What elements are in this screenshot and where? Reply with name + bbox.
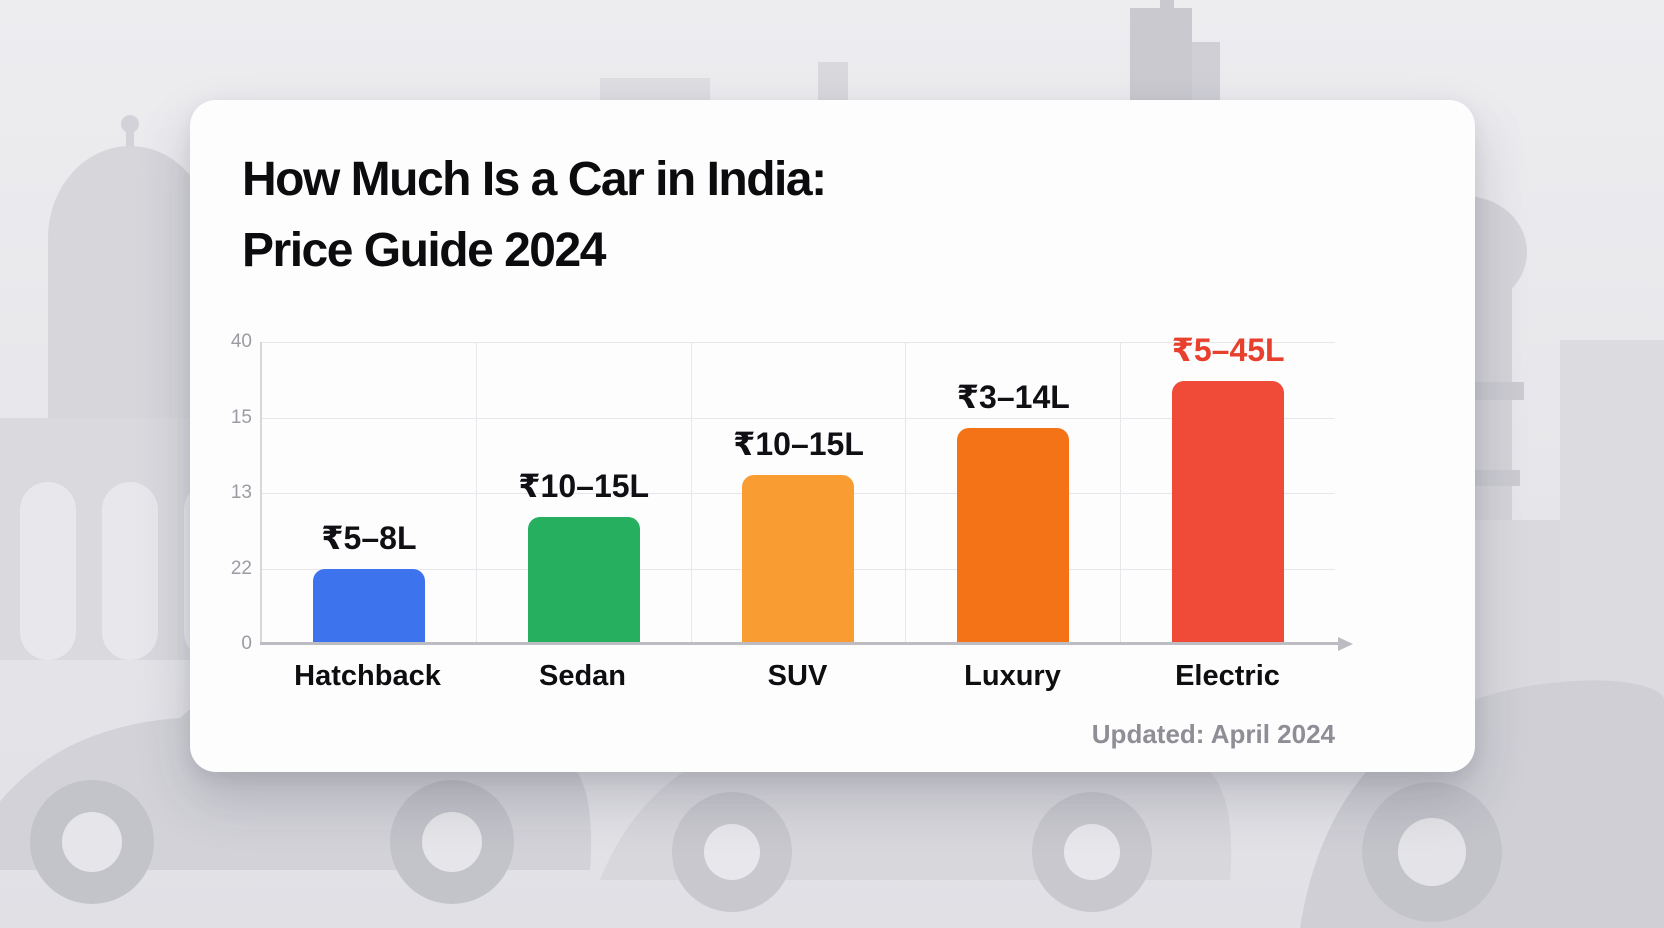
category-label-suv: SUV [767, 660, 828, 692]
x-axis-labels: Hatchback Sedan SUV Luxury Electric [260, 660, 1335, 693]
gridline [262, 417, 1335, 419]
price-label-sedan: ₹10–15L [518, 468, 650, 505]
plot-area: ₹5–8L ₹10–15L ₹10–15L ₹3–14L ₹5–45L [260, 332, 1353, 651]
bar-column-hatchback: ₹5–8L [262, 342, 476, 644]
bar-column-electric: ₹5–45L [1120, 332, 1335, 644]
bar-sedan: ₹10–15L [518, 468, 649, 644]
price-label-electric: ₹5–45L [1171, 332, 1285, 369]
bar-chart: 40 15 13 22 0 ₹5–8L ₹10–15L ₹10–15L ₹3–14L ₹5–45… [202, 331, 1422, 722]
price-label-suv: ₹10–15L [733, 425, 864, 462]
updated-date: Updated: April 2024 [1091, 719, 1335, 749]
category-label-hatchback: Hatchback [294, 660, 441, 692]
y-axis: 40 15 13 22 0 [202, 331, 258, 654]
bar-column-sedan: ₹10–15L [475, 342, 691, 644]
title-line2: Price Guide 2024 [242, 224, 606, 277]
gridline [262, 342, 1335, 343]
y-tick-label: 15 [230, 406, 252, 428]
category-label-luxury: Luxury [964, 660, 1061, 692]
bar-column-luxury: ₹3–14L [905, 342, 1120, 644]
price-label-hatchback: ₹5–8L [321, 519, 417, 556]
price-label-luxury: ₹3–14L [956, 379, 1070, 416]
infographic-card: How Much Is a Car in India: Price Guide … [190, 100, 1475, 772]
columns: ₹5–8L ₹10–15L ₹10–15L ₹3–14L ₹5–45L [262, 332, 1335, 644]
bar-suv: ₹10–15L [733, 426, 864, 644]
title-line1: How Much Is a Car in India: [242, 153, 827, 206]
y-tick-label: 22 [230, 557, 252, 579]
x-axis-line [260, 642, 1339, 645]
bar-luxury: ₹3–14L [957, 379, 1070, 644]
bar-electric: ₹5–45L [1172, 332, 1285, 644]
y-tick-label: 13 [230, 482, 252, 503]
category-label-sedan: Sedan [538, 660, 627, 692]
bar-hatchback: ₹5–8L [312, 520, 425, 644]
category-label-electric: Electric [1175, 660, 1280, 692]
y-tick-label: 40 [230, 331, 252, 352]
x-axis-arrow-icon [1338, 637, 1353, 651]
y-tick-label: 0 [241, 633, 252, 654]
bar-column-suv: ₹10–15L [690, 342, 906, 644]
chart-title: How Much Is a Car in India: Price Guide … [242, 144, 827, 286]
